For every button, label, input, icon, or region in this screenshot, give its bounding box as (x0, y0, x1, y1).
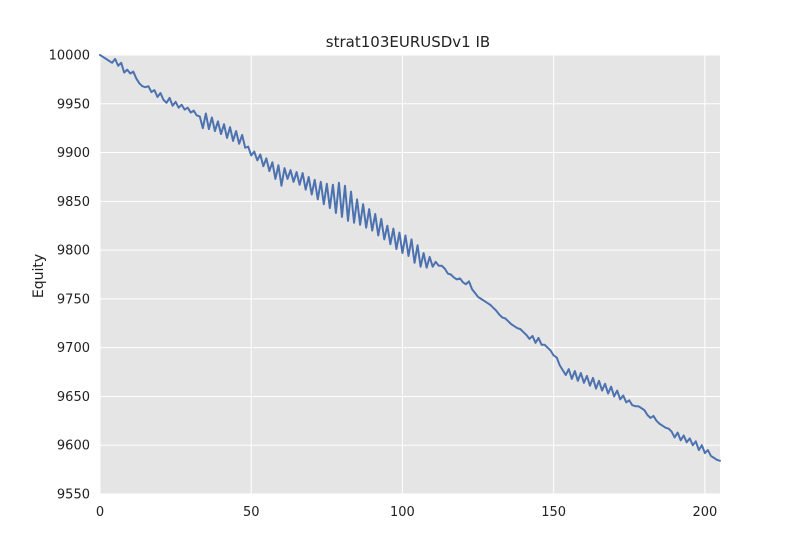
y-tick-label: 9650 (57, 390, 90, 405)
x-tick-label: 0 (96, 505, 104, 520)
y-tick-label: 9750 (57, 292, 90, 307)
x-tick-label: 150 (541, 505, 566, 520)
x-tick-labels: 0 50 100 150 200 (96, 505, 717, 520)
plot-background (100, 55, 720, 494)
x-tick-label: 200 (692, 505, 717, 520)
x-tick-label: 100 (390, 505, 415, 520)
y-axis-label: Equity (31, 254, 47, 298)
y-tick-labels: 9550 9600 9650 9700 9750 9800 9850 9900 9950 1000… (49, 49, 90, 503)
y-tick-label: 9800 (57, 244, 90, 259)
y-tick-label: 9900 (57, 146, 90, 161)
y-tick-label: 9550 (57, 488, 90, 503)
y-tick-label: 9600 (57, 439, 90, 454)
y-tick-label: 9700 (57, 341, 90, 356)
y-tick-label: 10000 (49, 49, 90, 64)
y-tick-label: 9850 (57, 195, 90, 210)
series-line (99, 54, 721, 462)
y-tick-label: 9950 (57, 97, 90, 112)
x-tick-label: 50 (243, 505, 260, 520)
series-group (99, 54, 721, 462)
chart-title: strat103EURUSDv1 IB (326, 33, 490, 51)
